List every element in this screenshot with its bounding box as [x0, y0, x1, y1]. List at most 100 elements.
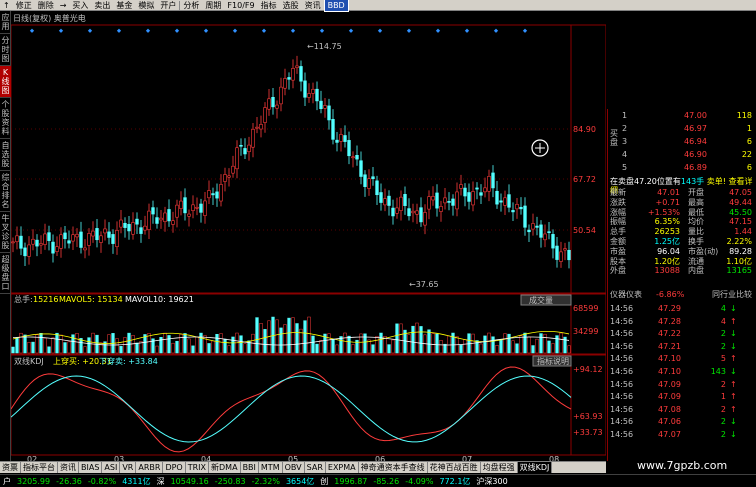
- event-marker: [58, 28, 64, 33]
- candle-body: [195, 206, 199, 209]
- buy-side-label: 买盘: [610, 129, 618, 147]
- candle-body: [207, 190, 211, 199]
- indicator-tabs: 资票 指标平台 资讯 BIAS ASI VR ARBR DPO TRIX 新DMA BBI MTM OB…: [0, 461, 606, 473]
- candle-body: [411, 210, 415, 214]
- toolbar-item[interactable]: BBD: [323, 0, 349, 12]
- kdj-panel-frame: [11, 354, 606, 456]
- toolbar-item[interactable]: 卖出: [94, 0, 111, 10]
- event-marker: [435, 28, 441, 33]
- sidebar-item[interactable]: K线图: [0, 66, 11, 98]
- sidebar-item[interactable]: 自选股: [0, 139, 11, 171]
- toolbar-item[interactable]: 开户: [160, 0, 177, 10]
- indicator-tab[interactable]: BBI: [241, 462, 259, 473]
- sidebar-item[interactable]: 牛叉诊股: [0, 212, 11, 253]
- tick-trade-row: 14:56 47.28 4 ↑: [610, 316, 737, 326]
- toolbar-item[interactable]: 资讯: [304, 0, 321, 10]
- indicator-tab[interactable]: VR: [120, 462, 137, 473]
- sidebar-item[interactable]: 超级盘口: [0, 253, 11, 294]
- toolbar-item[interactable]: 模拟: [138, 0, 155, 10]
- tick-trade-row: 14:56 47.07 2 ↓: [610, 430, 737, 439]
- indicator-tab[interactable]: MTM: [259, 462, 283, 473]
- volume-bar: [351, 344, 355, 354]
- indicator-tab[interactable]: 新DMA: [209, 462, 241, 473]
- event-marker: [116, 28, 122, 33]
- volume-bar: [363, 333, 367, 354]
- volume-bar: [375, 336, 379, 354]
- volume-bar: [507, 333, 511, 354]
- toolbar-item[interactable]: 周期: [205, 0, 222, 10]
- candle-body: [107, 231, 111, 238]
- kdj-label: 双线KDJ: [14, 356, 44, 366]
- toolbar-item[interactable]: →: [59, 0, 67, 10]
- sidebar-item[interactable]: 分时图: [0, 34, 11, 66]
- candle-body: [431, 196, 435, 201]
- candle-body: [483, 187, 487, 193]
- indicator-tab[interactable]: EXPMA: [326, 462, 359, 473]
- volume-bar: [19, 332, 23, 354]
- candle-body: [267, 98, 271, 110]
- volume-bar: [539, 333, 543, 354]
- candle-body: [119, 219, 123, 228]
- toolbar-item[interactable]: 指标: [260, 0, 277, 10]
- candle-body: [247, 144, 251, 153]
- indicator-tab[interactable]: ARBR: [136, 462, 164, 473]
- volume-bar: [279, 327, 283, 354]
- date-tick-label: 06: [375, 455, 385, 461]
- sidebar-item[interactable]: 个股资料: [0, 98, 11, 139]
- toolbar-item[interactable]: 买入: [72, 0, 89, 10]
- status-item: 深: [156, 476, 165, 486]
- toolbar-item[interactable]: 基金: [116, 0, 133, 10]
- event-marker: [406, 28, 412, 33]
- toolbar-item[interactable]: 删除: [37, 0, 54, 10]
- candle-body: [155, 217, 159, 224]
- volume-bar: [535, 338, 539, 354]
- indicator-tab[interactable]: ASI: [102, 462, 121, 473]
- indicator-tab[interactable]: 双线KDJ: [517, 462, 553, 473]
- candle-body: [159, 217, 163, 221]
- sidebar-item[interactable]: 综合排名: [0, 171, 11, 212]
- status-item: 3654亿: [285, 476, 315, 486]
- toolbar-item[interactable]: F10/F9: [227, 0, 255, 10]
- status-item: -0.82%: [87, 476, 117, 486]
- indicator-tab[interactable]: OBV: [283, 462, 305, 473]
- toolbar-item[interactable]: 选股: [282, 0, 299, 10]
- volume-bar: [231, 336, 235, 354]
- volume-bar: [227, 345, 231, 354]
- indicator-tab[interactable]: 均盘程强: [481, 462, 518, 473]
- indicator-tab[interactable]: 花神百战百胜: [428, 462, 481, 473]
- indicator-tab[interactable]: 资票: [0, 462, 21, 473]
- candle-body: [539, 224, 543, 238]
- candle-body: [427, 196, 431, 210]
- indicator-tab[interactable]: 神奇通资本手查线: [359, 462, 428, 473]
- volume-bar: [307, 316, 311, 354]
- volume-bar: [547, 340, 551, 354]
- status-item: -250.83: [214, 476, 246, 486]
- volume-bar: [439, 340, 443, 354]
- sidebar-item[interactable]: 应用: [0, 11, 11, 34]
- status-item: 创: [320, 476, 329, 486]
- indicator-tab[interactable]: TRIX: [186, 462, 210, 473]
- event-marker: [377, 28, 383, 33]
- toolbar-item[interactable]: 修正: [15, 0, 32, 10]
- toolbar-item[interactable]: 分析: [183, 0, 200, 10]
- indicator-tab[interactable]: 指标平台: [21, 462, 58, 473]
- indicator-tab[interactable]: SAR: [305, 462, 326, 473]
- volume-bar: [199, 332, 203, 354]
- kdj-up-label: 上穿买: +20.31: [53, 356, 112, 366]
- indicator-tab[interactable]: 资讯: [58, 462, 79, 473]
- volume-bar: [263, 329, 267, 354]
- indicator-tab[interactable]: BIAS: [79, 462, 103, 473]
- candle-body: [299, 66, 303, 82]
- quote-row: 总手 26253 量比 1.44: [610, 227, 752, 237]
- indicator-tab[interactable]: DPO: [163, 462, 186, 473]
- candle-body: [187, 213, 191, 217]
- order-book-row: 1 47.00 118: [622, 111, 752, 120]
- candle-body: [535, 225, 539, 228]
- volume-bar: [91, 332, 95, 354]
- candle-body: [311, 88, 315, 94]
- toolbar-item[interactable]: ↑: [3, 0, 10, 10]
- volume-bar: [79, 338, 83, 354]
- candle-body: [87, 233, 91, 246]
- volume-bar: [255, 317, 259, 354]
